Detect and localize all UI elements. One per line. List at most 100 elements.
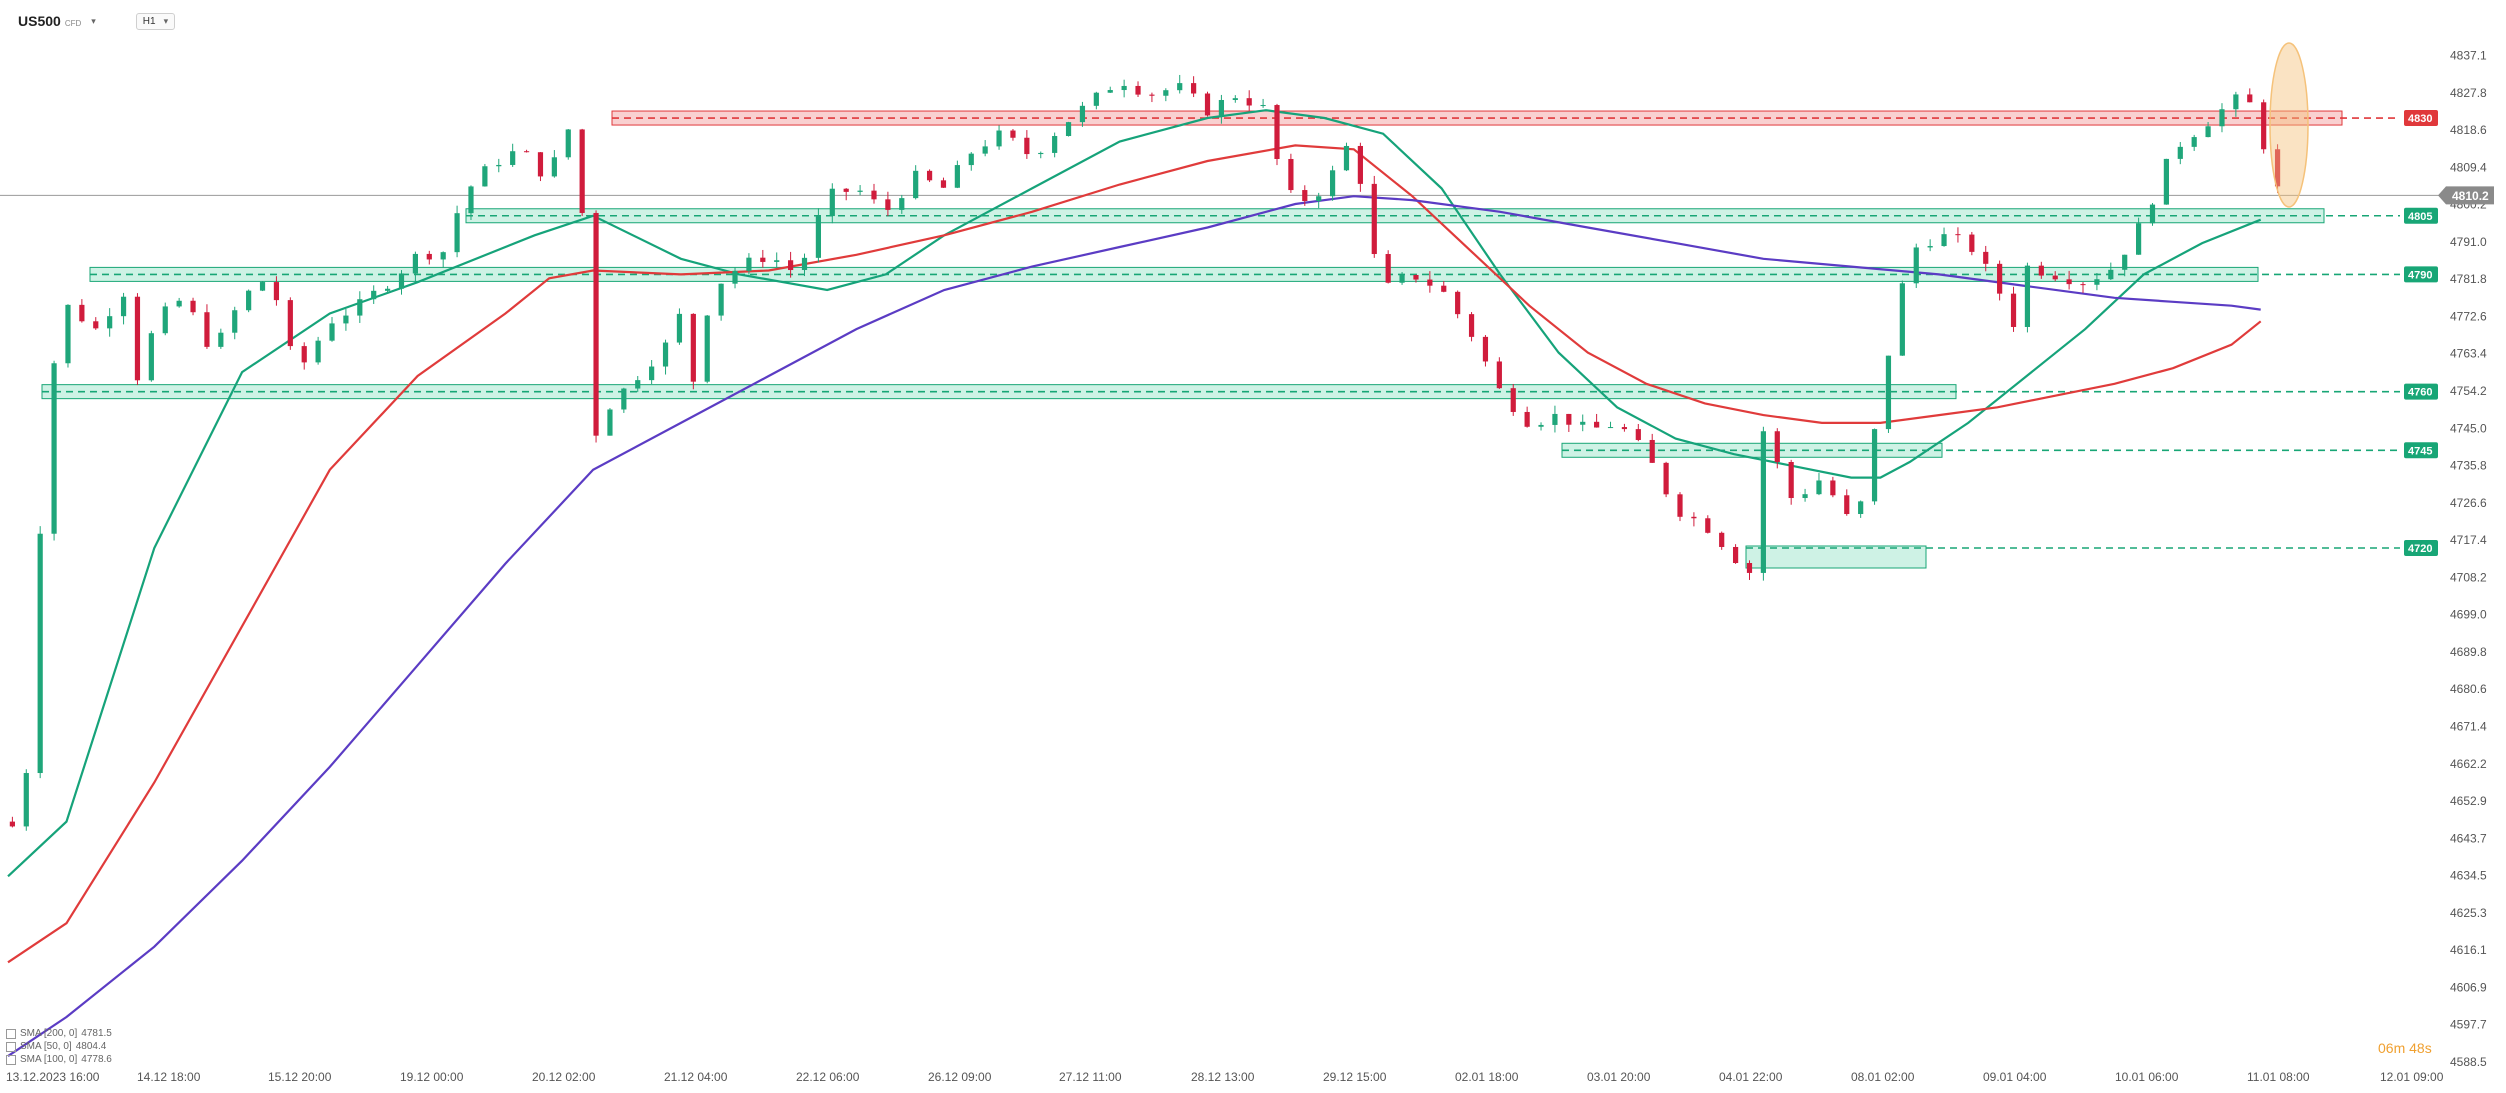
candle-body <box>1274 105 1280 159</box>
candle-body <box>537 152 544 177</box>
candle-body <box>954 165 960 188</box>
candle-body <box>1510 388 1516 412</box>
y-tick-label: 4837.1 <box>2450 49 2487 63</box>
candle-body <box>510 151 516 165</box>
candle-body <box>1107 90 1113 93</box>
x-tick-label: 28.12 13:00 <box>1191 1070 1255 1084</box>
candle-body <box>885 199 891 210</box>
candle-body <box>107 316 113 329</box>
candle-body <box>482 166 488 187</box>
level-tag <box>2404 110 2438 127</box>
candle-body <box>926 170 933 181</box>
candle-body <box>1232 98 1238 100</box>
candle-body <box>1496 361 1502 389</box>
candle-body <box>871 190 877 200</box>
candle-body <box>760 257 766 262</box>
candle-body <box>1093 92 1099 106</box>
candle-body <box>1594 421 1600 428</box>
candle-body <box>162 306 168 334</box>
x-tick-label: 09.01 04:00 <box>1983 1070 2047 1084</box>
candle-body <box>93 321 99 329</box>
candle-body <box>496 164 502 167</box>
candle-body <box>1204 93 1211 116</box>
y-tick-label: 4597.7 <box>2450 1018 2487 1032</box>
candle-body <box>1413 275 1419 280</box>
y-axis: 4837.14827.84818.64809.44800.24791.04781… <box>2450 49 2487 1070</box>
y-tick-label: 4809.4 <box>2450 160 2487 174</box>
candle-body <box>1010 130 1016 138</box>
candle-body <box>1899 283 1905 356</box>
candle-body <box>1677 494 1683 517</box>
candle-body <box>843 188 849 192</box>
candle-body <box>440 252 446 260</box>
candle-body <box>1774 431 1780 463</box>
candle-body <box>2261 102 2267 150</box>
settings-icon[interactable] <box>6 1028 16 1039</box>
y-tick-label: 4606.9 <box>2450 980 2487 994</box>
candle-body <box>1343 145 1350 171</box>
candle-body <box>1191 83 1197 94</box>
candle-body <box>1788 462 1794 499</box>
highlight-ellipse <box>2269 42 2309 208</box>
legend-item[interactable]: SMA [100, 0] 4778.6 <box>6 1053 112 1066</box>
candle-body <box>1149 94 1155 96</box>
candle-body <box>1844 495 1850 515</box>
y-tick-label: 4717.4 <box>2450 533 2487 547</box>
x-tick-label: 13.12.2023 16:00 <box>6 1070 100 1084</box>
candle-body <box>788 260 794 271</box>
candle-body <box>1913 247 1919 284</box>
candle-body <box>2108 269 2114 280</box>
timeframe-selector[interactable]: H1 ▾ <box>135 12 176 30</box>
settings-icon[interactable] <box>6 1041 16 1052</box>
settings-icon[interactable] <box>6 1054 16 1065</box>
candle-body <box>1830 480 1836 496</box>
candle-body <box>1983 251 1989 264</box>
symbol-selector[interactable]: US500 <box>18 13 61 29</box>
y-tick-label: 4671.4 <box>2450 720 2487 734</box>
candle-body <box>385 288 391 291</box>
candle-body <box>9 821 15 827</box>
level-tag-label: 4805 <box>2408 211 2432 223</box>
candle-body <box>1552 413 1558 425</box>
chevron-down-icon[interactable]: ▾ <box>91 15 96 26</box>
candle-body <box>1927 246 1933 248</box>
y-tick-label: 4689.8 <box>2450 645 2487 659</box>
candle-body <box>398 273 405 289</box>
candle-body <box>1663 462 1669 495</box>
legend-item[interactable]: SMA [50, 0] 4804.4 <box>6 1040 112 1053</box>
x-tick-label: 03.01 20:00 <box>1587 1070 1651 1084</box>
candle-body <box>801 257 808 271</box>
candle-body <box>593 212 599 436</box>
y-tick-label: 4791.0 <box>2450 235 2487 249</box>
y-tick-label: 4726.6 <box>2450 496 2487 510</box>
sma-line <box>7 195 2261 1058</box>
candle-body <box>2205 126 2211 138</box>
candle-body <box>1482 336 1489 362</box>
candle-body <box>690 313 696 382</box>
candle-body <box>2122 254 2128 270</box>
candle-body <box>1802 494 1808 499</box>
candle-body <box>1260 105 1266 107</box>
candle-body <box>2163 158 2169 205</box>
candle-body <box>1052 136 1058 153</box>
x-tick-label: 08.01 02:00 <box>1851 1070 1915 1084</box>
candle-body <box>523 151 530 153</box>
candle-body <box>329 323 335 341</box>
candle-body <box>412 253 418 274</box>
y-tick-label: 4652.9 <box>2450 794 2487 808</box>
candle-body <box>649 366 655 381</box>
candle-body <box>2038 265 2044 276</box>
level-zones <box>41 110 2400 569</box>
y-tick-label: 4772.6 <box>2450 309 2487 323</box>
y-tick-label: 4680.6 <box>2450 682 2487 696</box>
legend-value: 4781.5 <box>81 1028 112 1039</box>
candle-body <box>857 190 863 192</box>
candle-body <box>1732 546 1739 564</box>
candle-body <box>1941 234 1947 247</box>
y-tick-label: 4735.8 <box>2450 459 2487 473</box>
y-tick-label: 4625.3 <box>2450 906 2487 920</box>
legend-item[interactable]: SMA [200, 0] 4781.5 <box>6 1027 112 1040</box>
candle-body <box>2219 109 2225 127</box>
candle-body <box>1635 429 1641 440</box>
